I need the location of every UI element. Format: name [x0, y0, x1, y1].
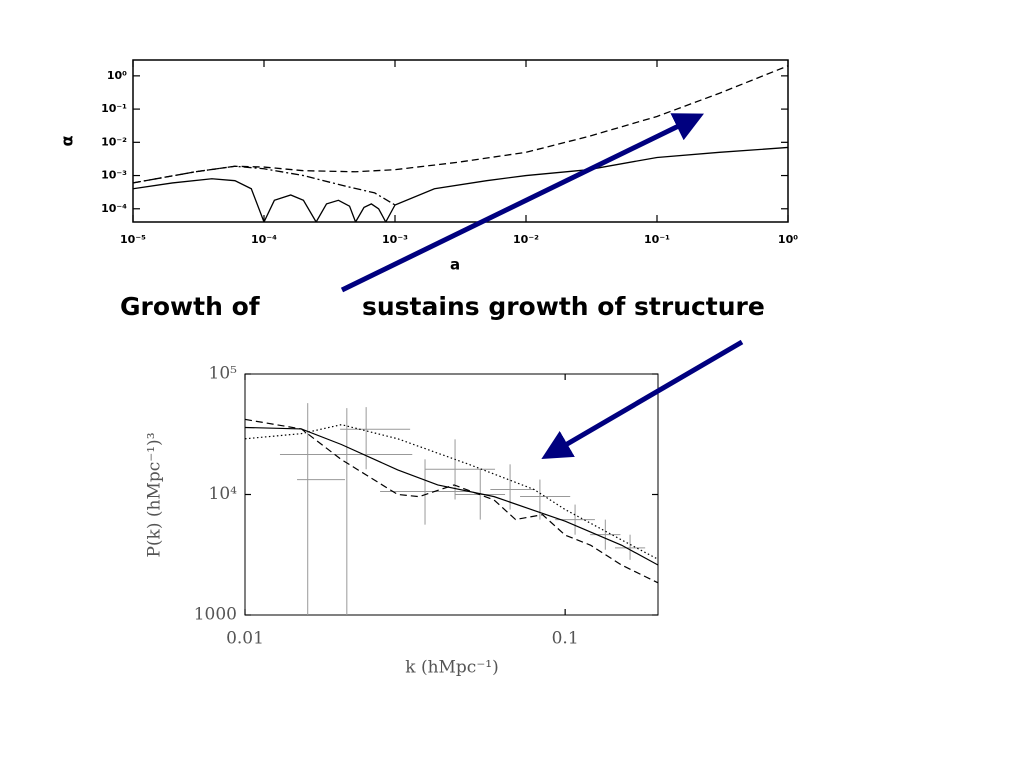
x-tick-label: 10⁻⁵ — [120, 233, 146, 246]
x-tick-label: 10⁻⁴ — [251, 233, 277, 246]
caption-left: Growth of — [120, 292, 261, 321]
arrow — [340, 113, 704, 293]
x-axis-label: k (hMpc⁻¹) — [405, 658, 499, 678]
caption-right: sustains growth of structure — [362, 292, 765, 321]
arrow — [541, 339, 744, 460]
y-tick-label: 1000 — [194, 605, 237, 625]
x-tick-label: 0.01 — [226, 629, 264, 649]
y-tick-label: 10⁴ — [209, 484, 238, 504]
plot-frame — [132, 59, 789, 223]
x-tick-label: 10⁻¹ — [644, 233, 670, 246]
series-line — [133, 65, 788, 184]
alpha-chart: 10⁻⁵ 10⁻⁴ 10⁻³ 10⁻² 10⁻¹ 10⁰ 10⁻⁴ 10⁻³ 10⁻² 10⁻¹ 1… — [58, 59, 798, 274]
x-tick-label: 10⁻³ — [382, 233, 408, 246]
x-tick-label: 10⁻² — [513, 233, 539, 246]
series-line — [245, 424, 658, 560]
series-line — [245, 426, 658, 566]
y-tick-label: 10⁻² — [101, 135, 127, 148]
series-line — [245, 418, 658, 584]
y-axis-label: P(k) (hMpc⁻¹)³ — [145, 432, 165, 557]
y-axis-label: α — [58, 136, 77, 147]
y-tick-label: 10⁵ — [209, 364, 238, 384]
power-spectrum-chart: 0.01 0.1 1000 10⁴ 10⁵ k (hMpc⁻¹) P(k) (hMpc⁻¹)… — [145, 364, 659, 678]
x-tick-label: 10⁰ — [778, 233, 798, 246]
x-axis-label: a — [450, 256, 460, 274]
series-line — [133, 146, 788, 222]
y-tick-label: 10⁻³ — [101, 169, 127, 182]
y-tick-label: 10⁻⁴ — [101, 202, 127, 215]
x-tick-label: 0.1 — [552, 629, 579, 649]
y-tick-label: 10⁻¹ — [101, 102, 127, 115]
y-tick-label: 10⁰ — [107, 69, 127, 82]
plot-frame — [244, 373, 659, 616]
series-line — [133, 165, 396, 206]
